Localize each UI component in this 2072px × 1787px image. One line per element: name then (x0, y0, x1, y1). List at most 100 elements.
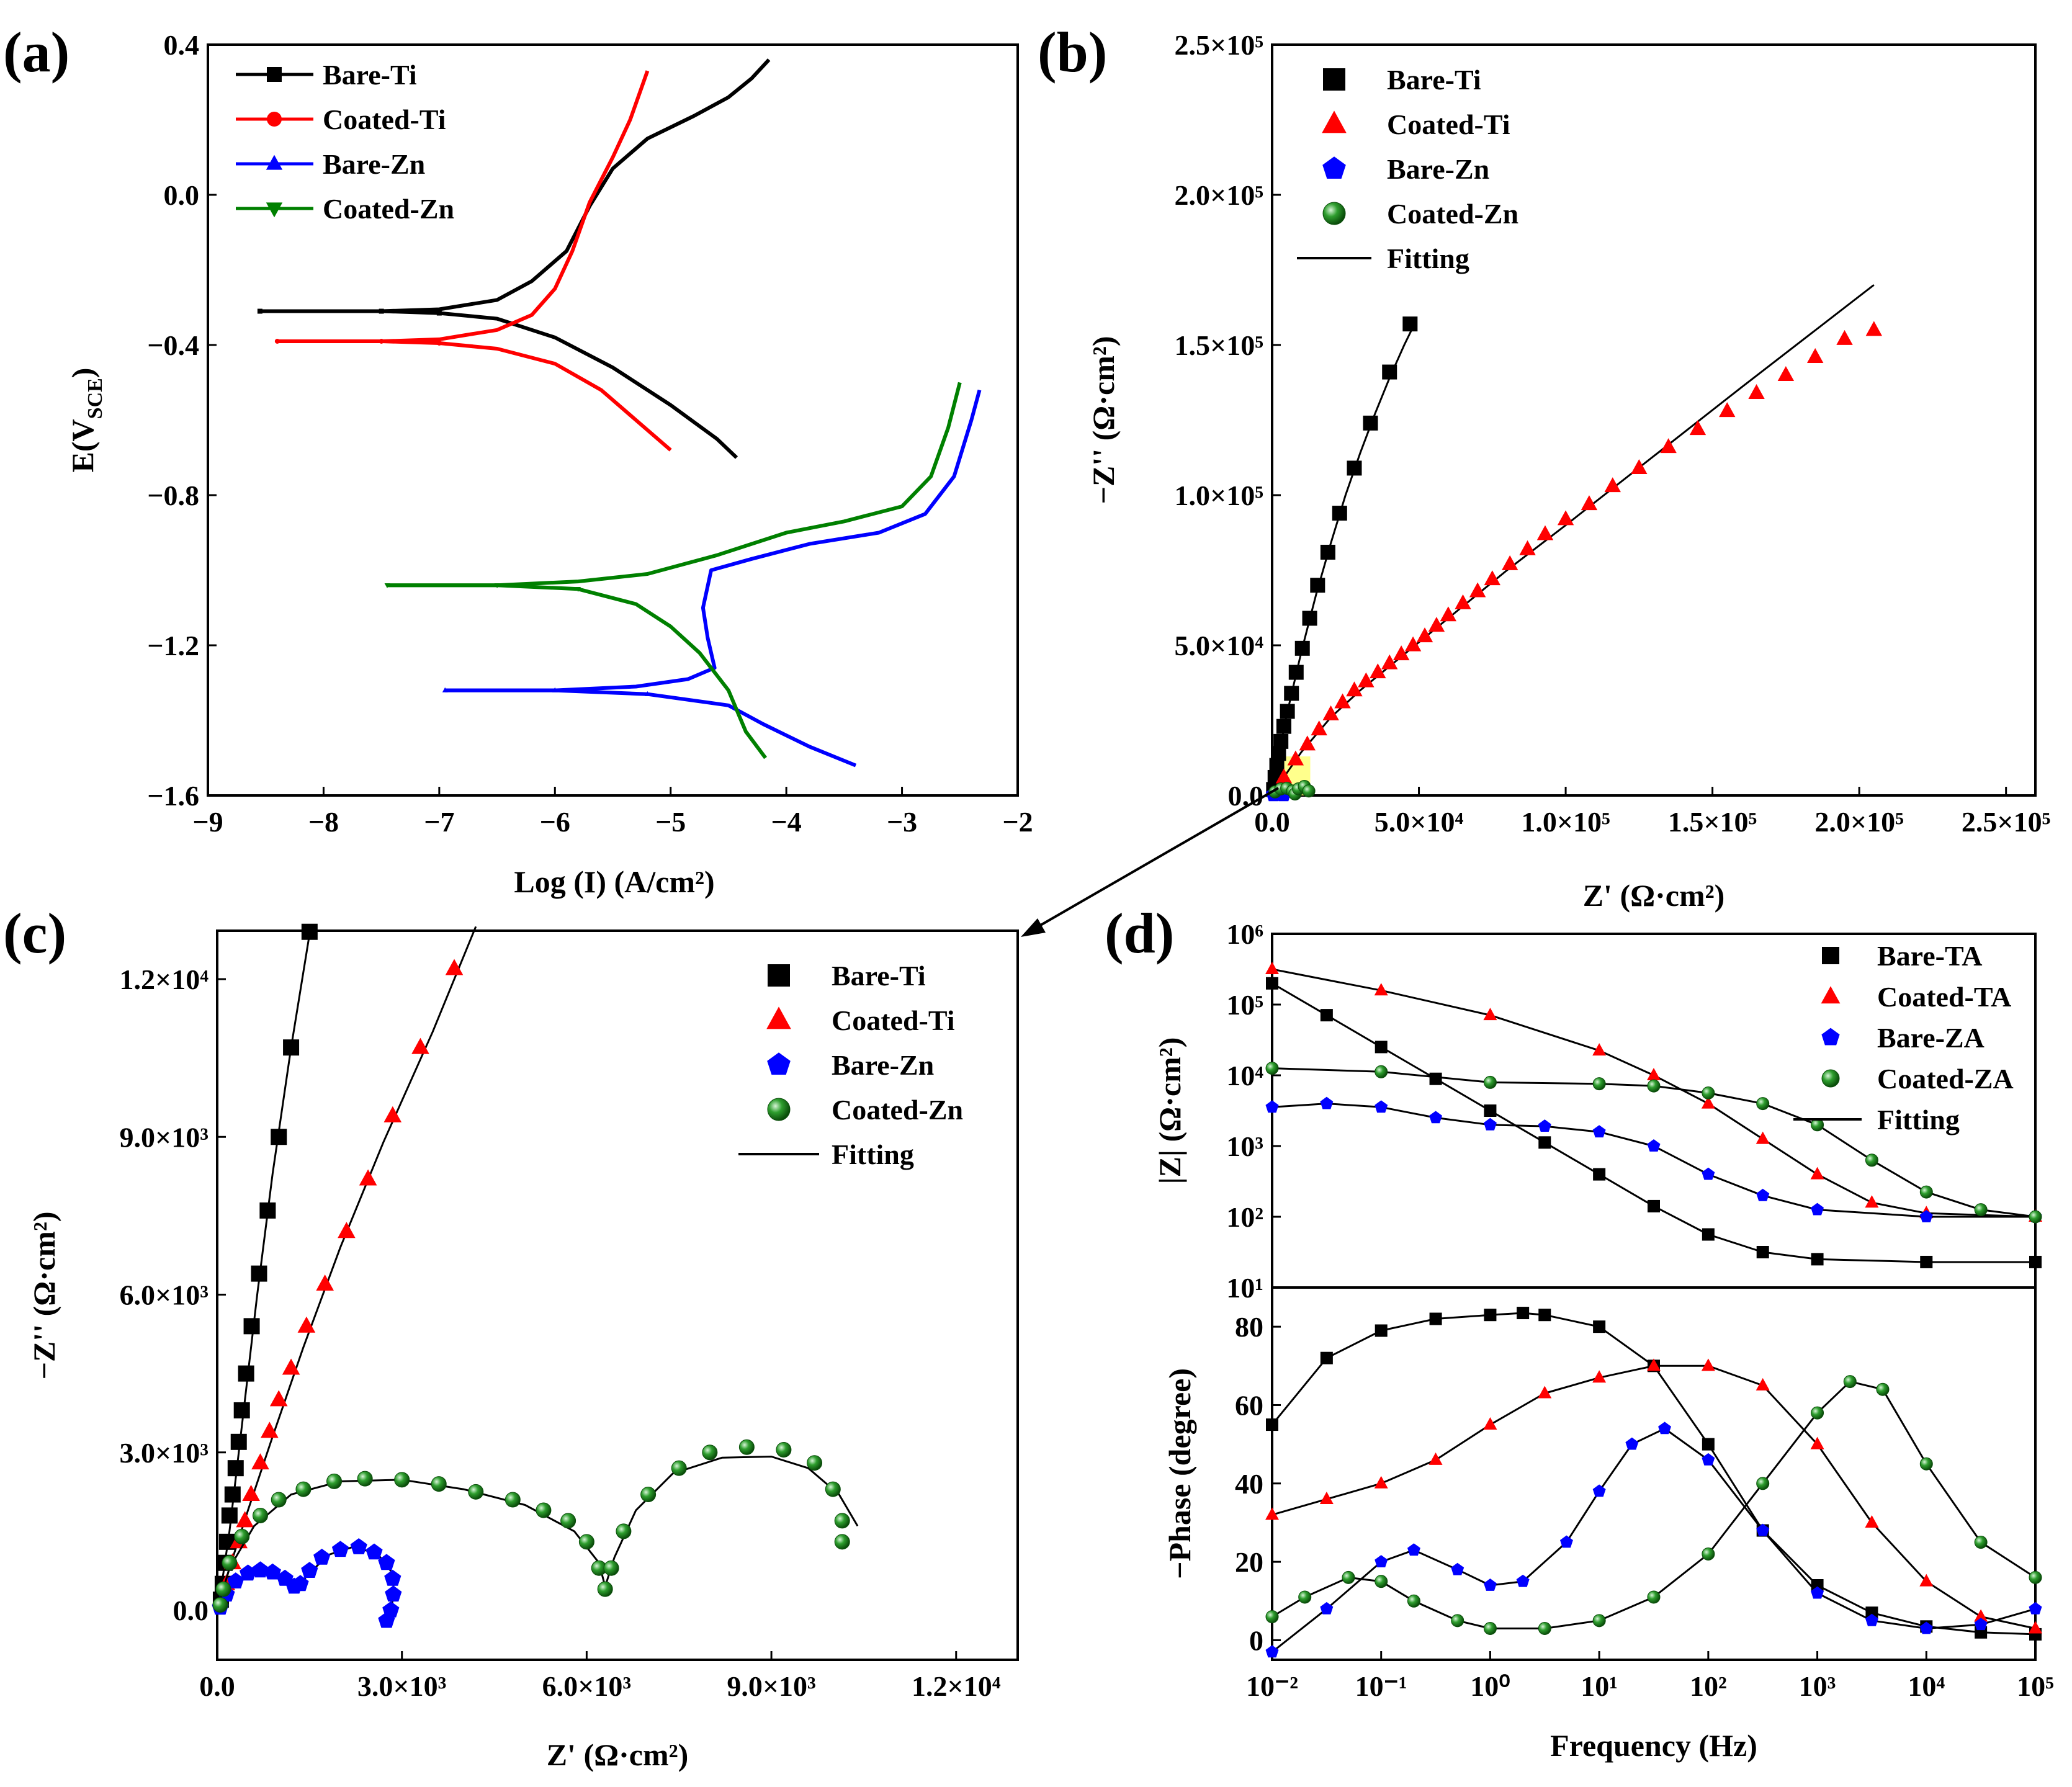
panel-d-series (1265, 962, 2042, 1658)
d-bare-ta-modulus-point-0 (1266, 977, 1278, 990)
d-bare-za-phase-point-4 (1451, 1562, 1464, 1575)
a-xtick-label-7: −2 (1002, 806, 1033, 838)
d-coated-za-modulus-point-4 (1647, 1079, 1661, 1093)
c-bare-ti-point-6 (227, 1460, 244, 1477)
b-coated-ti-point-21 (1557, 510, 1574, 526)
d-xtick-label-2: 10⁰ (1470, 1670, 1510, 1702)
c-coated-zn-point-11 (468, 1484, 484, 1500)
a-ytick-label-5: 0.4 (164, 29, 200, 61)
d-legend-marker-3 (1821, 1069, 1840, 1088)
panel-a-series (257, 58, 982, 768)
a-coated-ti-point-2 (436, 340, 442, 346)
b-legend-label-0: Bare-Ti (1387, 64, 1481, 96)
c-bare-ti-point-5 (224, 1486, 241, 1503)
b-coated-ti-point-4 (1322, 705, 1339, 720)
d-bare-za-phase-point-9 (1625, 1437, 1639, 1450)
c-legend-marker-1 (766, 1006, 791, 1029)
b-ytick-label-3: 1.5×10⁵ (1174, 329, 1263, 361)
d-coated-ta-phase-point-12 (1919, 1574, 1934, 1587)
d-bare-ta-modulus-point-10 (1811, 1253, 1824, 1266)
d-xtick-label-6: 10⁴ (1908, 1670, 1945, 1702)
c-bare-ti-point-10 (243, 1318, 260, 1335)
c-coated-zn-point-7 (326, 1473, 343, 1489)
a-xtick-label-1: −8 (308, 806, 339, 838)
c-coated-zn-point-12 (505, 1492, 521, 1508)
b-bare-ti-point-13 (1332, 506, 1347, 521)
c-legend-label-4: Fitting (832, 1139, 914, 1170)
panel-c-series (212, 923, 859, 1628)
d-coated-ta-phase-point-9 (1756, 1377, 1770, 1391)
b-ytick-label-1: 5.0×10⁴ (1174, 630, 1263, 661)
panel-b-label: (b) (1038, 20, 1107, 84)
d-bare-ta-phase-fit (1271, 1312, 2036, 1636)
c-xtick-label-3: 9.0×10³ (727, 1670, 816, 1702)
b-xtick-label-5: 2.5×10⁵ (1962, 806, 2051, 838)
c-coated-zn-fit-line (216, 1456, 859, 1611)
d-legend-marker-0 (1822, 947, 1839, 964)
d-legend-marker-2 (1821, 1028, 1840, 1046)
c-bare-zn-point-16 (385, 1585, 402, 1602)
b-legend-marker-2 (1322, 156, 1346, 179)
d-bare-za-phase-point-8 (1592, 1484, 1606, 1497)
b-coated-ti-point-16 (1469, 582, 1486, 598)
c-bare-ti-point-13 (271, 1129, 287, 1145)
c-coated-zn-point-14 (560, 1513, 576, 1529)
c-coated-zn-point-24 (776, 1442, 792, 1458)
d-bare-ta-modulus-point-11 (1920, 1255, 1933, 1268)
c-coated-zn-point-6 (295, 1481, 312, 1497)
d-coated-za-phase-point-6 (1483, 1621, 1497, 1635)
c-xtick-label-2: 6.0×10³ (542, 1670, 632, 1702)
panel-d-label: (d) (1105, 902, 1174, 965)
panel-b-series (1265, 284, 1883, 802)
b-coated-ti-point-13 (1428, 617, 1445, 632)
b-legend-label-2: Bare-Zn (1387, 153, 1489, 185)
b-bare-ti-point-9 (1294, 640, 1310, 656)
c-xtick-label-1: 3.0×10³ (357, 1670, 447, 1702)
d-coated-za-modulus-point-1 (1375, 1065, 1388, 1078)
c-bare-zn-point-5 (264, 1563, 281, 1580)
b-coated-ti-point-14 (1440, 606, 1457, 622)
d-xtick-label-7: 10⁵ (2017, 1670, 2054, 1702)
c-bare-zn-point-10 (313, 1548, 331, 1565)
d-coated-za-phase-point-15 (1919, 1457, 1933, 1471)
d-coated-za-phase-point-0 (1265, 1610, 1279, 1624)
b-bare-ti-point-4 (1273, 733, 1289, 749)
c-coated-zn-point-19 (616, 1523, 632, 1539)
d-coated-ta-modulus-point-4 (1647, 1068, 1661, 1080)
d-bare-za-phase-point-7 (1560, 1535, 1573, 1548)
c-bare-zn-point-2 (227, 1572, 244, 1588)
a-coated-zn-point-2 (575, 587, 581, 593)
panel-d-bottom-frame (1271, 1286, 2037, 1661)
c-coated-zn-point-2 (222, 1555, 238, 1571)
d-top-ytick-label-0: 10¹ (1226, 1272, 1263, 1304)
a-coated-ti-anodic-line (277, 70, 650, 343)
d-bare-za-phase-point-13 (1811, 1586, 1824, 1599)
c-bare-ti-point-7 (230, 1433, 247, 1450)
b-coated-ti-point-3 (1311, 720, 1327, 736)
d-coated-za-modulus-point-10 (1974, 1203, 1988, 1217)
c-bare-zn-point-12 (350, 1538, 367, 1554)
panel-a-label: (a) (3, 20, 70, 84)
a-coated-zn-cathodic-line (387, 583, 768, 759)
c-coated-ti-point-10 (316, 1274, 334, 1291)
d-coated-za-modulus-point-0 (1265, 1062, 1279, 1075)
c-bare-ti-point-9 (238, 1365, 254, 1382)
b-coated-ti-point-30 (1806, 347, 1824, 363)
d-coated-za-phase-point-13 (1843, 1375, 1857, 1389)
c-bare-zn-point-8 (292, 1575, 309, 1592)
d-bare-ta-phase-point-7 (1593, 1320, 1606, 1333)
b-coated-ti-point-9 (1381, 654, 1398, 670)
d-coated-za-phase-point-10 (1702, 1547, 1715, 1561)
d-bare-ta-modulus-point-1 (1320, 1009, 1333, 1022)
d-xtick-label-1: 10⁻¹ (1355, 1670, 1407, 1702)
b-coated-ti-point-27 (1719, 402, 1736, 418)
d-bare-za-modulus-point-9 (1756, 1188, 1770, 1201)
d-xtick-label-4: 10² (1690, 1670, 1727, 1702)
a-bare-ti-point-2 (436, 310, 442, 316)
c-coated-ti-point-11 (338, 1222, 356, 1238)
c-coated-ti-point-7 (269, 1390, 288, 1407)
d-coated-ta-phase-fit (1271, 1364, 2036, 1629)
d-bot-ytick-label-1: 20 (1235, 1546, 1263, 1578)
c-coated-zn-point-3 (234, 1528, 250, 1544)
c-bare-zn-point-9 (301, 1562, 318, 1578)
